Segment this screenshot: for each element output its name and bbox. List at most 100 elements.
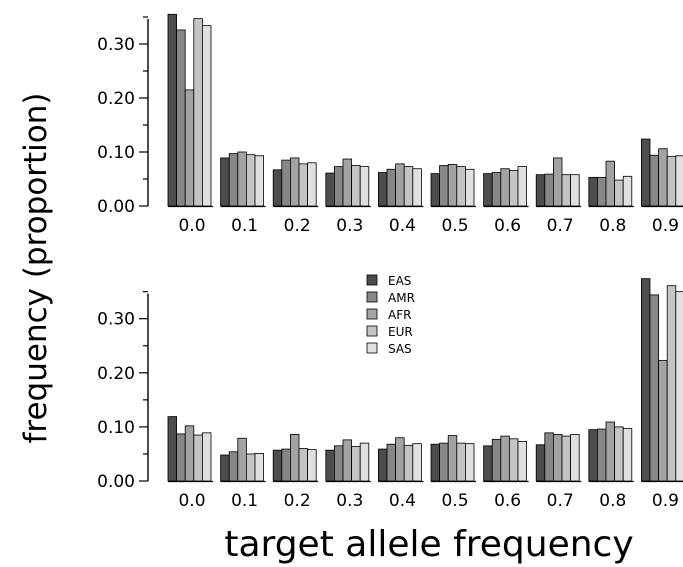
bar-eur-bottom: [193, 434, 203, 482]
bar-afr-top: [342, 158, 353, 207]
x-tick-label: 0.8: [599, 491, 626, 511]
bar-eur-bottom: [561, 435, 572, 482]
bar-amr-top: [228, 153, 239, 207]
bar-amr-top: [439, 165, 449, 207]
bar-afr-bottom: [447, 435, 458, 482]
x-tick-label: 0.1: [231, 216, 258, 236]
bar-eas-top: [377, 172, 388, 207]
bar-eas-top: [430, 173, 441, 207]
x-tick-label: 0.8: [599, 216, 626, 236]
top-panel: 0.00 0.10 0.20 0.30 0.0 0.1 0.2 0.3 0.4 0.5 0.6 0.7…: [97, 13, 683, 236]
bar-eas-bottom: [483, 445, 493, 482]
x-tick-label: 0.6: [494, 491, 521, 511]
bar-afr-bottom: [553, 434, 563, 482]
bar-eur-bottom: [403, 444, 414, 482]
bar-eur-top: [456, 166, 466, 207]
bar-sas-bottom: [307, 449, 317, 482]
bar-sas-top: [570, 174, 580, 207]
bar-eur-bottom: [508, 438, 519, 482]
bar-amr-top: [649, 154, 660, 207]
bar-eas-bottom: [325, 449, 335, 482]
bar-eur-top: [508, 169, 519, 207]
bar-afr-top: [289, 157, 300, 207]
y-axis-title: frequency (proportion): [18, 92, 54, 443]
x-tick-label: 0.4: [389, 216, 416, 236]
bar-amr-top: [544, 173, 554, 207]
x-tick-label: 0.4: [389, 491, 416, 511]
bar-sas-bottom: [675, 291, 683, 482]
bar-afr-top: [447, 164, 458, 207]
bar-eas-bottom: [641, 278, 651, 482]
bar-amr-bottom: [597, 428, 607, 482]
bar-amr-bottom: [281, 448, 291, 482]
bar-amr-bottom: [491, 438, 502, 482]
y-tick-label: 0.10: [97, 418, 135, 438]
bar-amr-bottom: [439, 442, 449, 482]
y-tick-label: 0.30: [97, 310, 135, 330]
bar-sas-bottom: [622, 428, 633, 482]
bar-afr-bottom: [342, 439, 353, 482]
legend-label-amr: AMR: [388, 291, 415, 305]
bar-eur-bottom: [456, 442, 466, 482]
bar-amr-top: [491, 172, 502, 207]
x-tick-label: 0.9: [652, 491, 679, 511]
x-tick-label: 0.2: [284, 491, 311, 511]
bar-sas-bottom: [464, 443, 475, 482]
bar-sas-top: [412, 168, 422, 207]
x-tick-label: 0.9: [652, 216, 679, 236]
y-tick-label: 0.10: [97, 143, 135, 163]
bar-afr-bottom: [184, 425, 195, 482]
bar-afr-bottom: [605, 421, 616, 482]
bottom-panel: 0.00 0.10 0.20 0.30 0.0 0.1 0.2 0.3 0.4 0.5 0.6 0.7…: [97, 278, 683, 511]
bar-sas-bottom: [570, 434, 580, 482]
bar-eas-bottom: [588, 429, 598, 482]
bar-eur-bottom: [245, 453, 256, 482]
bar-eas-bottom: [167, 416, 178, 482]
bar-eas-top: [272, 169, 283, 207]
bar-sas-top: [622, 175, 633, 207]
bar-amr-bottom: [228, 451, 239, 482]
bar-sas-bottom: [517, 441, 528, 482]
x-tick-label: 0.0: [178, 491, 205, 511]
x-tick-label: 0.6: [494, 216, 521, 236]
y-tick-label: 0.20: [97, 89, 135, 109]
y-tick-label: 0.30: [97, 35, 135, 55]
bar-sas-top: [307, 162, 317, 207]
bar-afr-bottom: [289, 434, 300, 482]
bar-sas-top: [201, 25, 212, 207]
bar-amr-bottom: [386, 443, 397, 482]
bar-afr-bottom: [658, 359, 668, 482]
y-tick-label: 0.00: [97, 197, 135, 217]
bar-eas-bottom: [272, 449, 283, 482]
bar-afr-bottom: [395, 437, 405, 482]
bar-eur-top: [298, 163, 309, 207]
bar-afr-bottom: [500, 435, 510, 482]
legend-label-eur: EUR: [388, 325, 413, 339]
bar-amr-top: [597, 176, 607, 207]
y-tick-label: 0.20: [97, 364, 135, 384]
bar-amr-bottom: [544, 432, 554, 482]
x-tick-label: 0.5: [441, 216, 468, 236]
bar-eas-bottom: [220, 454, 230, 482]
legend-label-eas: EAS: [388, 274, 411, 288]
legend-label-afr: AFR: [388, 308, 411, 322]
bar-eur-bottom: [614, 426, 624, 482]
bar-afr-top: [184, 89, 195, 207]
bar-eur-bottom: [666, 285, 677, 482]
bar-amr-top: [176, 29, 186, 207]
x-tick-label: 0.3: [336, 491, 363, 511]
bar-eur-top: [245, 154, 256, 207]
bar-amr-top: [333, 166, 344, 207]
bar-sas-bottom: [359, 442, 370, 482]
bar-eas-bottom: [535, 444, 546, 482]
x-tick-label: 0.7: [547, 491, 574, 511]
y-tick-label: 0.00: [97, 472, 135, 492]
bar-eas-top: [641, 138, 651, 207]
x-tick-label: 0.7: [547, 216, 574, 236]
bar-afr-top: [237, 151, 247, 207]
bar-amr-bottom: [649, 294, 660, 482]
bar-sas-top: [359, 166, 370, 207]
bar-sas-top: [254, 155, 265, 207]
bar-sas-top: [517, 166, 528, 207]
